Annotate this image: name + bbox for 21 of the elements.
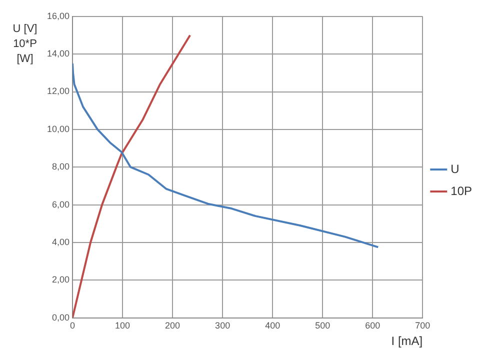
x-tick-label: 500	[315, 320, 330, 331]
y-tick-label: 0,00	[52, 312, 70, 322]
y-tick-label: 10,00	[46, 124, 70, 134]
legend-label: U	[450, 162, 460, 176]
x-tick-label: 300	[215, 320, 230, 331]
y-tick-label: 16,00	[46, 10, 70, 21]
x-tick-label: 400	[265, 320, 280, 331]
y-tick-label: 12,00	[46, 86, 70, 96]
x-axis-title: I [mA]	[391, 334, 423, 348]
y-tick-label: 14,00	[46, 48, 70, 59]
x-tick-label: 600	[365, 320, 380, 331]
y-tick-label: 6,00	[52, 199, 70, 210]
legend-label: 10P	[450, 184, 472, 198]
x-tick-label: 200	[165, 320, 180, 331]
y-tick-label: 4,00	[52, 236, 70, 247]
y-tick-label: 2,00	[52, 274, 70, 285]
x-tick-label: 100	[115, 320, 130, 331]
x-tick-label: 700	[415, 320, 430, 331]
y-axis-title: U [V] 10*P [W]	[12, 22, 38, 67]
y-tick-label: 8,00	[52, 162, 70, 172]
x-tick-label: 0	[70, 320, 76, 331]
